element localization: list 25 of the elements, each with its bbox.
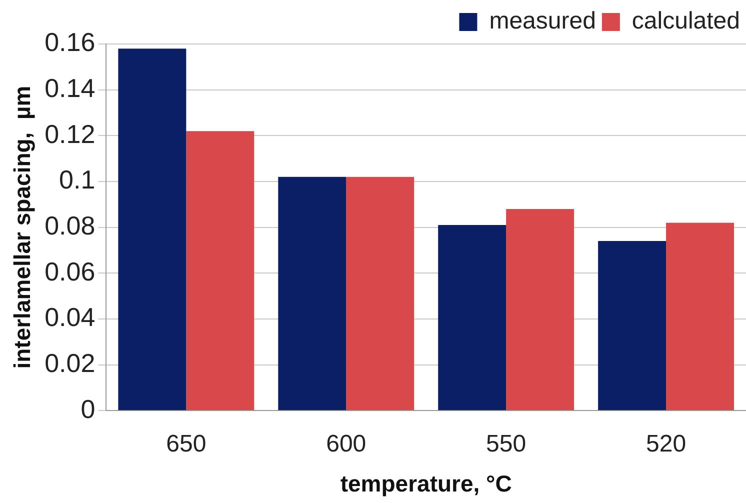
y-tick-label: 0.06 (44, 256, 96, 286)
y-tick-label: 0.1 (59, 164, 96, 195)
bar (506, 208, 574, 410)
y-tick-label: 0.02 (44, 348, 96, 378)
y-tick-label: 0.14 (44, 72, 96, 103)
x-tick-label: 650 (166, 430, 206, 458)
bar (598, 241, 666, 410)
x-tick-label: 550 (486, 430, 526, 458)
legend-label: measured (489, 8, 596, 35)
bar (186, 131, 254, 410)
y-tick-label: 0.08 (44, 210, 96, 240)
legend-label: calculated (632, 8, 740, 35)
bar (666, 222, 734, 410)
bar (438, 225, 506, 410)
x-tick-label: 520 (646, 430, 686, 458)
x-axis-title: temperature, °C (340, 470, 512, 497)
bar (118, 48, 186, 410)
y-axis-title: interlamellar spacing, µm (9, 86, 36, 369)
y-tick-label: 0.16 (44, 27, 96, 58)
y-tick-label: 0 (80, 394, 96, 424)
y-tick-label: 0.12 (44, 118, 96, 149)
x-tick-label: 600 (326, 430, 366, 458)
bar (346, 176, 414, 410)
bar (278, 176, 346, 410)
y-tick-label: 0.04 (44, 302, 96, 332)
